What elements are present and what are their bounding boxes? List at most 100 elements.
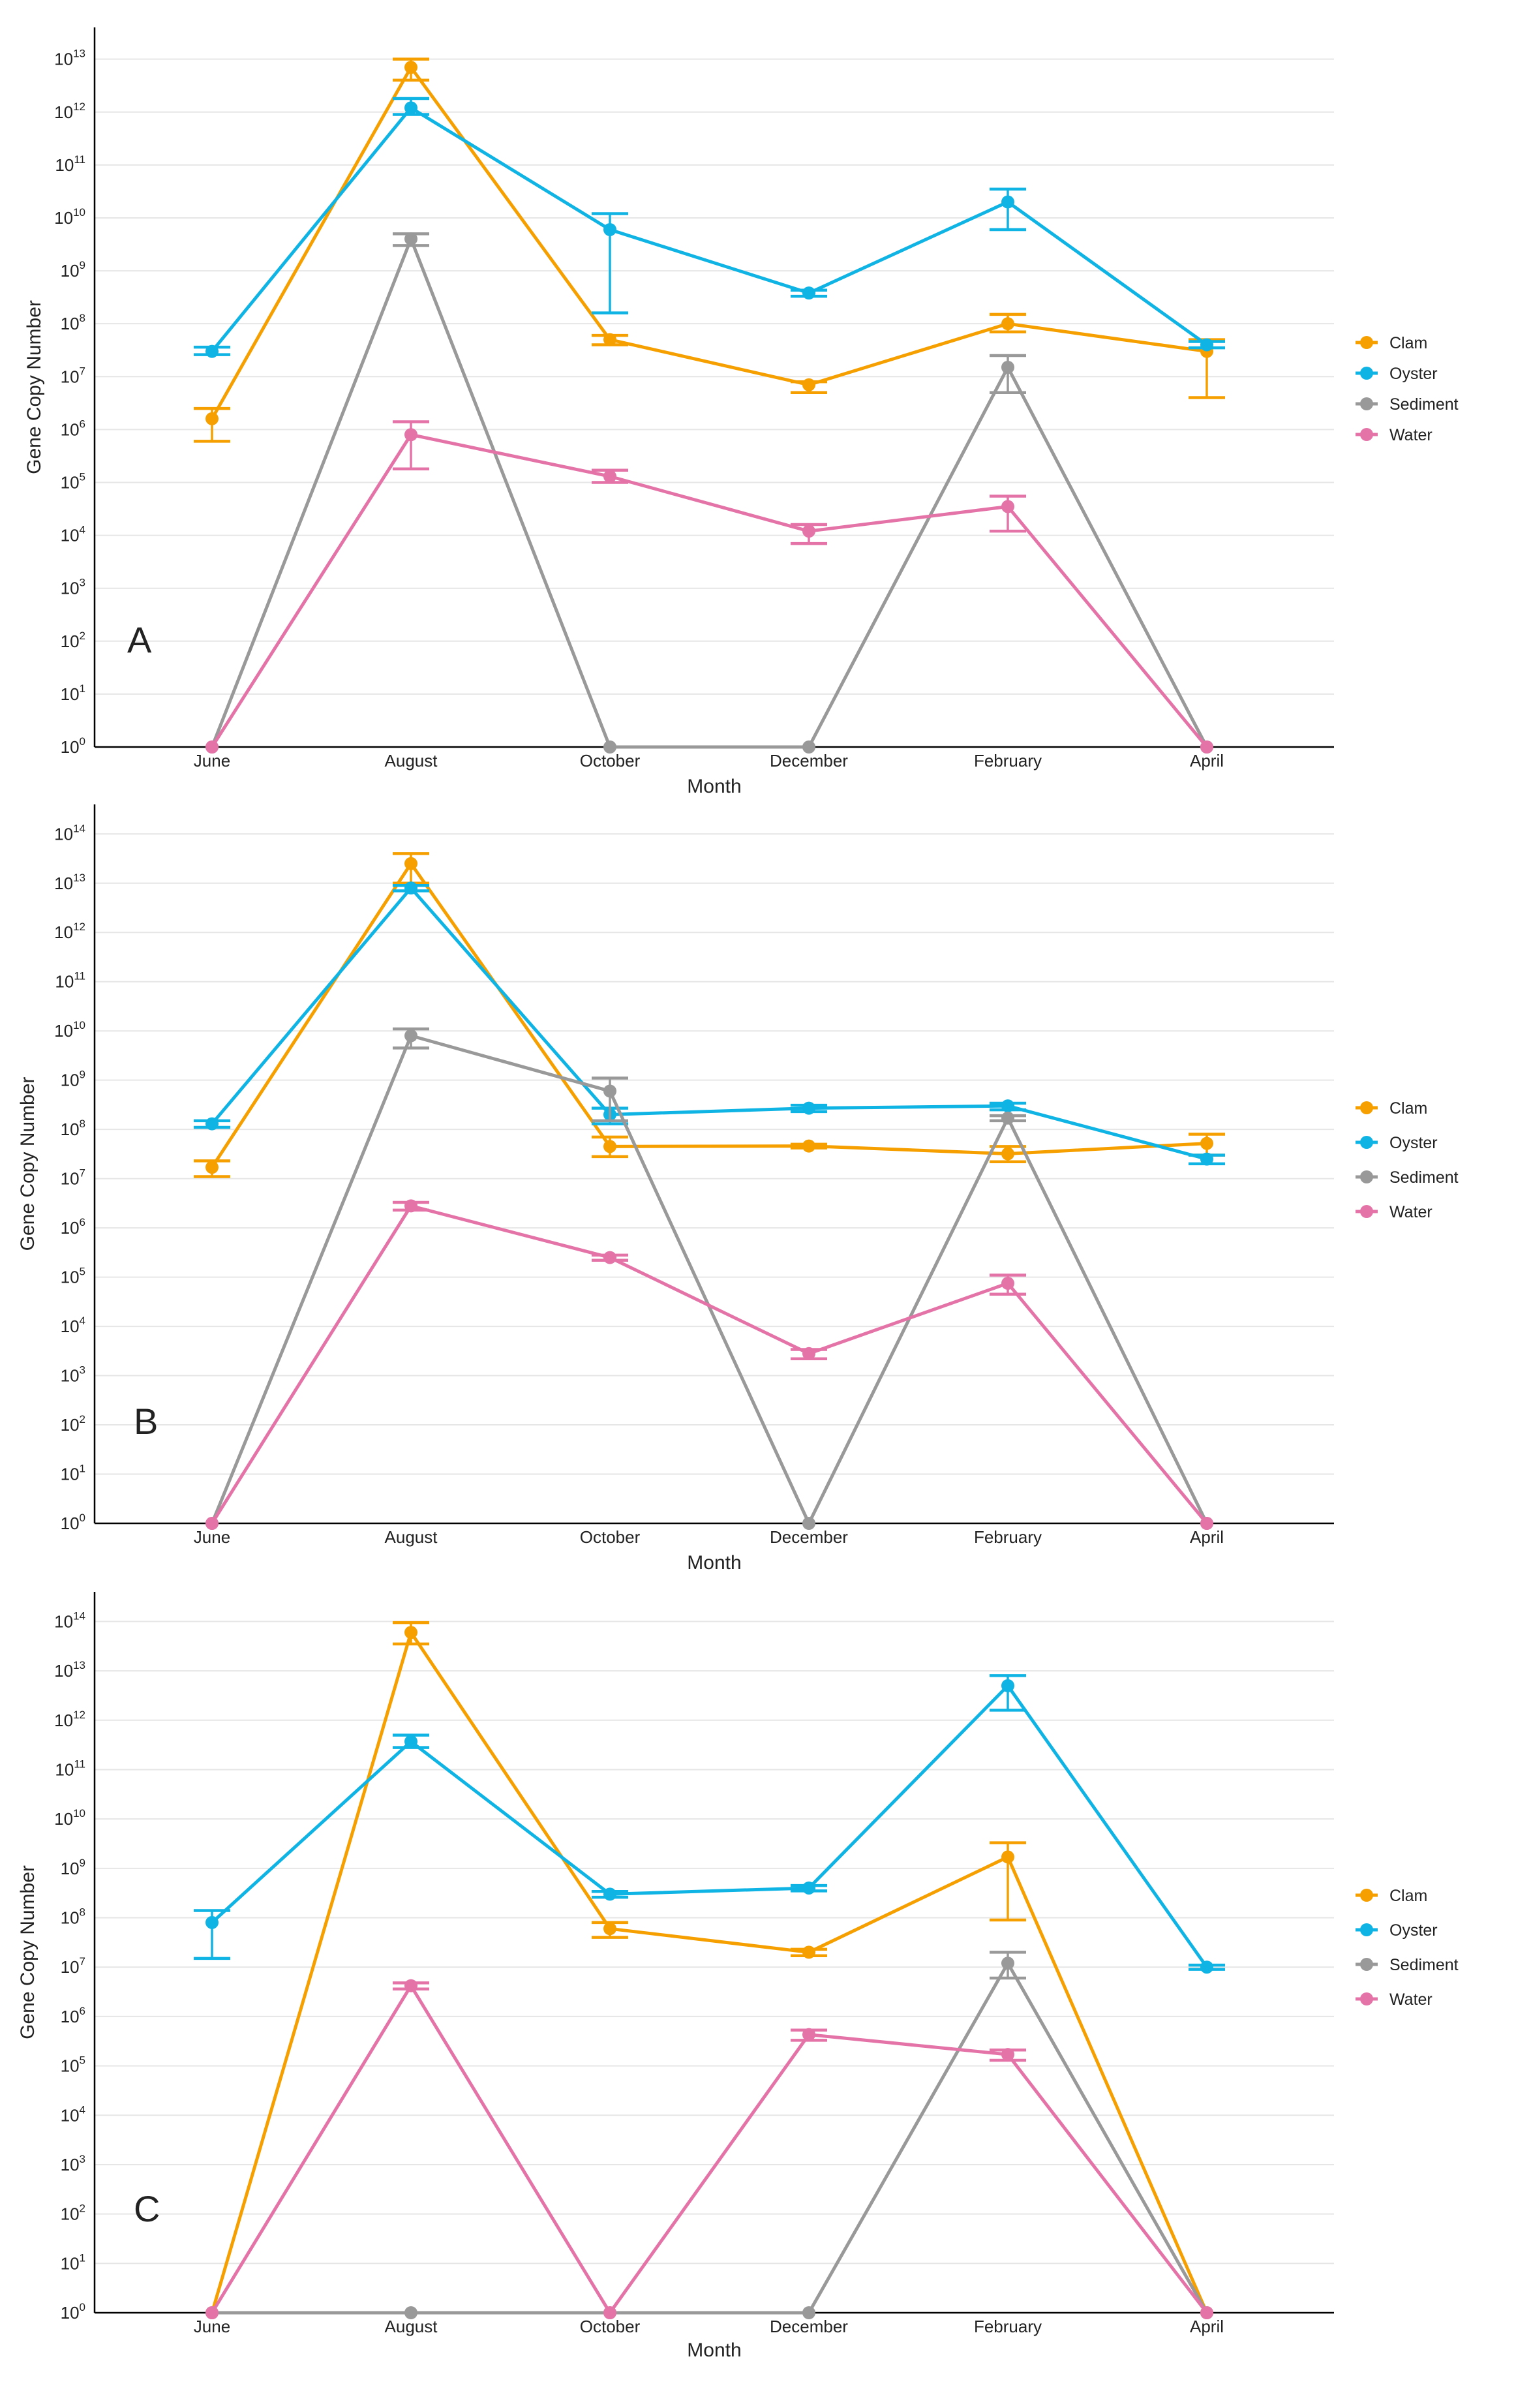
legend-item-oyster: Oyster bbox=[1356, 365, 1438, 383]
panel-label: B bbox=[134, 1401, 158, 1442]
y-tick-label: 109 bbox=[61, 1069, 85, 1090]
y-tick-label: 107 bbox=[61, 365, 85, 386]
series-clam bbox=[205, 1621, 1213, 2319]
data-point bbox=[205, 1517, 219, 1530]
series-water bbox=[205, 1979, 1213, 2319]
data-point bbox=[404, 428, 417, 442]
series-line bbox=[210, 237, 1209, 749]
legend-item-oyster: Oyster bbox=[1356, 1921, 1438, 1940]
y-tick-label: 102 bbox=[61, 1413, 85, 1435]
data-point bbox=[404, 101, 417, 115]
legend-label: Sediment bbox=[1389, 395, 1459, 414]
legend-item-oyster: Oyster bbox=[1356, 1134, 1438, 1152]
data-point bbox=[404, 232, 417, 246]
series-line bbox=[210, 862, 1209, 1169]
panel-label: C bbox=[134, 2188, 160, 2229]
legend-swatch-point bbox=[1360, 1205, 1373, 1218]
x-tick-label: April bbox=[1190, 751, 1224, 770]
legend-swatch-point bbox=[1360, 428, 1373, 441]
data-point bbox=[404, 1735, 417, 1748]
data-point bbox=[802, 1945, 815, 1959]
y-tick-label: 1013 bbox=[54, 1659, 85, 1681]
data-point bbox=[205, 344, 219, 358]
y-tick-label: 109 bbox=[61, 1857, 85, 1878]
y-tick-label: 100 bbox=[61, 2301, 85, 2323]
series-clam bbox=[194, 57, 1225, 443]
legend-label: Water bbox=[1389, 1203, 1433, 1221]
x-tick-label: June bbox=[194, 751, 230, 770]
x-tick-label: October bbox=[580, 751, 641, 770]
legend-swatch-point bbox=[1360, 367, 1373, 380]
legend-swatch-point bbox=[1360, 1958, 1373, 1971]
series-clam bbox=[194, 852, 1225, 1178]
legend: Clam Oyster Sediment Water bbox=[1356, 1099, 1459, 1221]
legend-label: Clam bbox=[1389, 334, 1427, 352]
data-point bbox=[1001, 1850, 1014, 1864]
y-tick-label: 1010 bbox=[54, 1807, 85, 1829]
series-line bbox=[210, 886, 1209, 1161]
y-tick-label: 102 bbox=[61, 630, 85, 651]
panel-b: 100 101 102 103 104 105 106 107 108 109 1010 1011 10… bbox=[17, 804, 1459, 1574]
legend-label: Water bbox=[1389, 426, 1433, 444]
y-tick-label: 105 bbox=[61, 1266, 85, 1287]
legend-label: Clam bbox=[1389, 1887, 1427, 1905]
data-point bbox=[205, 1161, 219, 1174]
data-point bbox=[404, 1979, 417, 1992]
y-tick-label: 1012 bbox=[54, 921, 85, 942]
y-tick-label: 100 bbox=[61, 735, 85, 757]
series-oyster bbox=[194, 881, 1225, 1166]
x-tick-label: February bbox=[974, 751, 1042, 770]
data-point bbox=[1001, 500, 1014, 513]
data-point bbox=[404, 1199, 417, 1213]
data-point bbox=[603, 1084, 616, 1098]
series-line bbox=[210, 106, 1209, 354]
y-tick-label: 109 bbox=[61, 259, 85, 281]
y-tick-label: 108 bbox=[61, 312, 85, 333]
legend-item-water: Water bbox=[1356, 426, 1433, 444]
data-point bbox=[1001, 1147, 1014, 1161]
x-tick-label: February bbox=[974, 1527, 1042, 1547]
y-tick-label: 1013 bbox=[54, 872, 85, 893]
data-point bbox=[603, 1887, 616, 1901]
series-line bbox=[210, 65, 1209, 421]
x-tick-label: August bbox=[385, 751, 438, 770]
y-tick-label: 106 bbox=[61, 418, 85, 439]
y-tick-label: 108 bbox=[61, 1906, 85, 1928]
data-point bbox=[603, 222, 616, 236]
y-tick-label: 102 bbox=[61, 2202, 85, 2224]
series-line bbox=[210, 1984, 1209, 2315]
legend-swatch-point bbox=[1360, 336, 1373, 349]
data-point bbox=[802, 1517, 815, 1530]
x-tick-label: December bbox=[770, 751, 848, 770]
x-tick-label: April bbox=[1190, 2317, 1224, 2336]
data-point bbox=[603, 1140, 616, 1153]
panel-label: A bbox=[127, 619, 152, 660]
data-point bbox=[205, 1117, 219, 1131]
series-line bbox=[210, 1684, 1209, 1969]
series-line bbox=[210, 1961, 1209, 2315]
data-point bbox=[1200, 1136, 1213, 1150]
y-tick-label: 108 bbox=[61, 1118, 85, 1139]
y-tick-label: 1014 bbox=[54, 822, 85, 844]
data-point bbox=[802, 525, 815, 538]
y-tick-label: 104 bbox=[61, 2103, 85, 2125]
y-tick-label: 107 bbox=[61, 1167, 85, 1189]
legend-label: Sediment bbox=[1389, 1956, 1459, 1974]
series-sediment bbox=[205, 232, 1213, 754]
legend-item-clam: Clam bbox=[1356, 1099, 1427, 1118]
y-tick-label: 101 bbox=[61, 682, 85, 704]
legend-swatch-point bbox=[1360, 1136, 1373, 1149]
y-axis-title: Gene Copy Number bbox=[17, 1077, 38, 1251]
series-oyster bbox=[194, 1674, 1225, 1974]
data-point bbox=[1200, 1960, 1213, 1974]
y-tick-label: 104 bbox=[61, 524, 85, 545]
legend-item-sediment: Sediment bbox=[1356, 1956, 1459, 1974]
data-point bbox=[1200, 1517, 1213, 1530]
y-tick-label: 1010 bbox=[54, 1019, 85, 1041]
data-point bbox=[802, 1347, 815, 1360]
data-point bbox=[404, 857, 417, 870]
y-tick-label: 1011 bbox=[55, 153, 85, 175]
data-point bbox=[802, 1881, 815, 1895]
data-point bbox=[1001, 1957, 1014, 1970]
legend-item-sediment: Sediment bbox=[1356, 395, 1459, 414]
